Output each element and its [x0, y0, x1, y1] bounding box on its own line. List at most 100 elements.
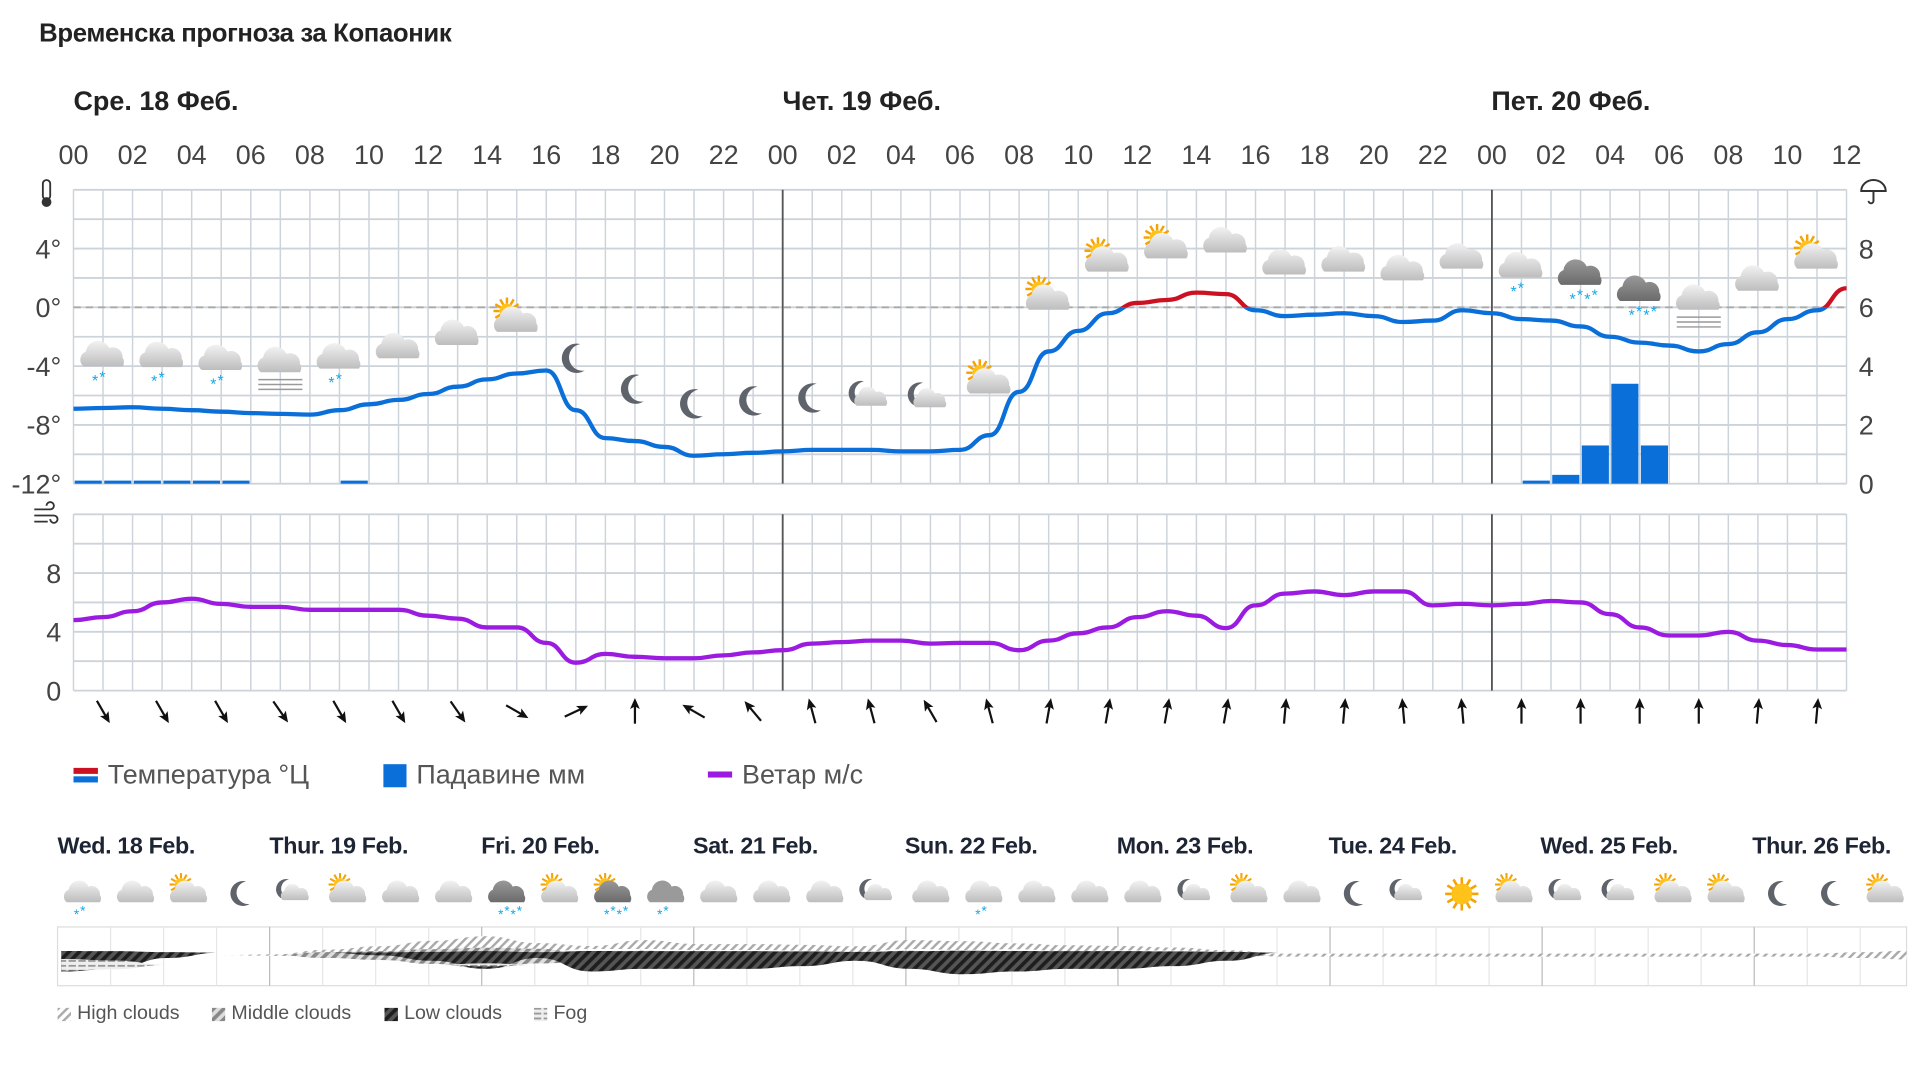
sun-ray	[329, 886, 336, 892]
sun-cloud-icon	[1495, 873, 1533, 903]
cloud-icon	[434, 319, 479, 346]
hour-label: 22	[1418, 140, 1448, 170]
sun-ray	[1871, 874, 1876, 880]
sun-ray	[1711, 874, 1717, 880]
wind-direction-arrow	[1280, 698, 1291, 724]
wind-direction-arrow	[806, 698, 817, 724]
cloud-icon	[1439, 243, 1484, 269]
snowflake: *	[210, 377, 216, 394]
cloud-icon	[1124, 880, 1162, 903]
cloud-icon	[375, 332, 420, 359]
cloud-shape	[1085, 246, 1129, 272]
sun-ray	[1446, 884, 1455, 891]
wind-direction-arrow	[449, 700, 466, 723]
wind-direction-arrow	[1457, 698, 1468, 724]
cloud-shape	[1654, 880, 1692, 903]
thermometer-body	[41, 179, 52, 201]
long-range-day-label: Fri. 20 Feb.	[481, 833, 600, 860]
cloud-icon	[700, 880, 738, 903]
sun-ray	[982, 360, 988, 367]
hour-label: 04	[177, 140, 207, 170]
sun-ray	[1794, 250, 1802, 256]
legend-wind-label: Ветар м/с	[742, 759, 864, 790]
legend-temperature-label: Температура °Ц	[107, 759, 310, 790]
hour-label: 18	[590, 140, 620, 170]
precip-bar	[1552, 474, 1580, 484]
precipitation-swatch	[383, 763, 407, 787]
precip-tick-label: 6	[1859, 293, 1874, 323]
umbrella-icon	[1860, 179, 1887, 205]
snowflake: *	[1584, 291, 1590, 308]
cloud-shape	[647, 880, 685, 903]
wind-direction-arrow	[1516, 697, 1527, 724]
snowflake: *	[218, 373, 224, 390]
moon-cloud-icon	[1177, 878, 1211, 901]
hour-label: 16	[1241, 140, 1271, 170]
arrow-head	[1812, 698, 1823, 710]
wind-direction-arrow	[1103, 698, 1114, 724]
sun-ray	[1144, 229, 1152, 235]
snowflake: *	[617, 907, 623, 922]
cloud-shape	[1553, 883, 1582, 901]
cloud-shape	[1735, 265, 1779, 291]
legend-precipitation-label: Падавине мм	[416, 759, 586, 790]
cloud-icon	[1262, 249, 1307, 275]
snowflake: *	[1518, 280, 1524, 297]
sun-ray	[1794, 240, 1802, 246]
wind-direction-arrow	[923, 699, 938, 723]
cloud-shape	[1321, 246, 1366, 272]
legend-low-clouds: Low clouds	[384, 1003, 502, 1025]
cloud-shape	[753, 880, 791, 903]
cloud-shape	[1394, 883, 1423, 901]
cloud-shape	[1124, 880, 1162, 903]
cloud-icon	[966, 368, 1011, 394]
cloud-icon	[1866, 880, 1904, 903]
cloud-shape	[1071, 880, 1109, 903]
moon-icon	[1343, 880, 1364, 906]
snowflake: *	[498, 907, 504, 922]
wind-direction-arrow	[682, 704, 706, 719]
cloud-icon	[1124, 880, 1162, 903]
hour-label: 14	[472, 140, 502, 170]
sun-ray	[1708, 886, 1714, 892]
cloud-icon	[1606, 883, 1635, 901]
cloud-shape	[864, 883, 892, 901]
cloud-icon	[1018, 880, 1056, 903]
snow-cloud-icon: * *	[139, 341, 184, 391]
cloud-icon	[1557, 259, 1602, 285]
hour-label: 06	[1654, 140, 1684, 170]
temp-tick-label: -4°	[27, 352, 62, 382]
cloud-icon	[965, 880, 1003, 903]
sun-cloud-icon	[328, 873, 367, 903]
wind-direction-arrow	[391, 700, 406, 724]
snow-cloud-icon: * *	[1498, 252, 1543, 301]
wind-tick-label: 4	[46, 618, 61, 648]
precip-tick-label: 0	[1859, 469, 1874, 499]
cloud-shape	[854, 386, 888, 406]
arrow-head	[682, 704, 695, 715]
heavy-snow-cloud-icon: * * * *	[488, 880, 526, 922]
snowflake: *	[1629, 308, 1635, 325]
sun-ray	[598, 874, 603, 880]
arrow-head	[159, 711, 169, 724]
sun-ray	[1867, 877, 1873, 883]
temp-tick-label: -8°	[27, 411, 62, 441]
moon-icon	[739, 386, 762, 416]
snowflake: *	[504, 904, 510, 919]
sun-ray	[1230, 886, 1237, 892]
sun-cloud-icon	[540, 873, 579, 903]
moon-icon	[276, 878, 293, 900]
day-header-wed: Сре. 18 Феб.	[73, 85, 239, 117]
arrow-head	[1162, 698, 1173, 710]
cloud-shape	[1230, 880, 1268, 903]
snowflake: *	[975, 907, 981, 922]
cloud-icon	[1182, 883, 1211, 901]
moon-cloud-icon	[276, 878, 309, 901]
sun-ray	[1809, 235, 1815, 243]
moon-icon	[907, 382, 927, 407]
arrow-head	[1634, 697, 1645, 709]
snowflake: *	[1510, 284, 1516, 301]
snowflake: *	[663, 904, 669, 919]
